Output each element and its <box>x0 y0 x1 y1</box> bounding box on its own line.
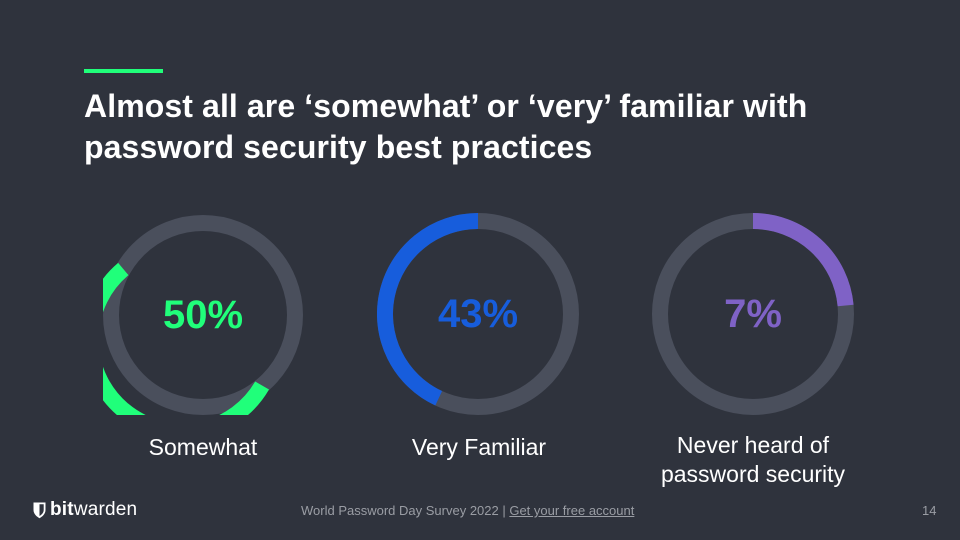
donut-never-heard: 7% <box>652 213 854 415</box>
donut-never-heard-graphic <box>652 213 854 415</box>
title-accent-bar <box>84 69 163 73</box>
donut-somewhat-graphic <box>103 215 303 415</box>
slide-title: Almost all are ‘somewhat’ or ‘very’ fami… <box>84 88 808 165</box>
donut-somewhat: 50% <box>103 215 303 415</box>
label-never-heard-line2: password security <box>660 461 846 487</box>
brand-light: warden <box>73 499 138 520</box>
free-account-link[interactable]: Get your free account <box>509 503 635 518</box>
brand-name: bitwarden <box>50 499 137 521</box>
percent-value: 7% <box>724 291 782 336</box>
percent-value: 50% <box>162 292 244 337</box>
shield-icon <box>33 502 46 518</box>
label-never-heard: Never heard of password security <box>640 431 866 489</box>
label-never-heard-line1: Never heard of <box>676 432 830 458</box>
page-number: 14 <box>922 503 937 518</box>
label-somewhat: Somewhat <box>148 434 258 460</box>
brand-bold: bit <box>50 499 74 520</box>
donut-very-familiar-graphic <box>377 213 579 415</box>
bitwarden-logo: bitwarden <box>33 499 137 521</box>
donut-very-familiar: 43% <box>377 213 579 415</box>
footer-survey-text: World Password Day Survey 2022 | Get you… <box>301 503 634 518</box>
survey-caption: World Password Day Survey 2022 | <box>301 503 510 518</box>
label-very-familiar: Very Familiar <box>411 434 547 460</box>
percent-value: 43% <box>437 291 519 336</box>
